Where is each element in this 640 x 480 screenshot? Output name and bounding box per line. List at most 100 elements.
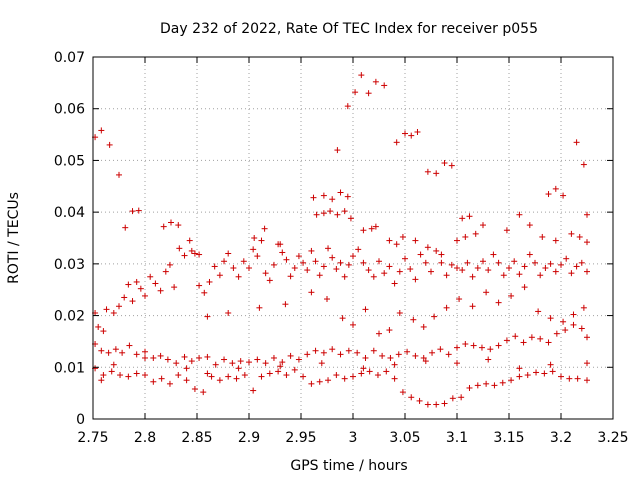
data-point xyxy=(283,372,290,379)
data-point xyxy=(408,132,415,139)
data-point xyxy=(533,369,540,376)
data-point xyxy=(327,208,334,215)
data-point xyxy=(258,237,265,244)
data-point xyxy=(103,306,110,313)
data-point xyxy=(576,233,583,240)
data-point xyxy=(308,289,315,296)
data-point xyxy=(339,315,346,322)
data-point xyxy=(347,215,354,222)
data-point xyxy=(173,360,180,367)
data-point xyxy=(386,263,393,270)
grid xyxy=(93,57,613,419)
y-tick-label: 0.02 xyxy=(54,309,85,325)
data-point xyxy=(181,353,188,360)
data-point xyxy=(216,377,223,384)
data-point xyxy=(383,368,390,375)
data-point xyxy=(345,347,352,354)
data-point xyxy=(320,210,327,217)
data-point xyxy=(365,267,372,274)
data-point xyxy=(188,247,195,254)
data-point xyxy=(560,192,567,199)
data-point xyxy=(547,315,554,322)
data-point xyxy=(229,360,236,367)
data-point xyxy=(254,356,261,363)
data-point xyxy=(433,247,440,254)
data-point xyxy=(532,259,538,266)
data-point xyxy=(580,304,587,311)
data-point xyxy=(300,373,307,380)
data-point xyxy=(261,225,268,232)
data-point xyxy=(350,253,356,260)
data-point xyxy=(230,264,237,271)
data-point xyxy=(420,323,427,330)
data-point xyxy=(341,273,348,280)
data-point xyxy=(266,277,273,284)
data-point xyxy=(287,273,294,280)
data-point xyxy=(275,368,282,375)
data-point xyxy=(310,194,317,201)
data-point xyxy=(320,263,327,270)
data-point xyxy=(121,294,128,301)
data-point xyxy=(142,348,148,355)
data-point xyxy=(503,227,510,234)
y-axis-title: ROTI / TECUs xyxy=(6,192,22,284)
data-point xyxy=(344,193,351,200)
data-point xyxy=(324,296,330,303)
data-point xyxy=(254,253,261,260)
data-point xyxy=(412,276,419,283)
data-point xyxy=(206,278,213,285)
x-tick-label: 3.1 xyxy=(446,430,468,446)
data-point xyxy=(470,342,477,349)
data-point xyxy=(424,168,431,175)
data-point xyxy=(291,366,298,373)
data-point xyxy=(216,272,223,279)
x-tick-label: 3.2 xyxy=(550,430,572,446)
data-point xyxy=(483,380,490,387)
data-point xyxy=(110,361,117,368)
data-point xyxy=(512,333,519,340)
data-point xyxy=(386,327,393,334)
data-point xyxy=(396,268,403,275)
data-point xyxy=(412,237,419,244)
data-point xyxy=(147,273,154,280)
data-point xyxy=(191,250,198,257)
data-point xyxy=(166,261,173,268)
data-point xyxy=(438,259,445,266)
data-point xyxy=(568,270,575,277)
data-point xyxy=(454,344,460,351)
x-tick-label: 2.9 xyxy=(238,430,260,446)
data-point xyxy=(225,309,232,316)
data-point xyxy=(474,264,481,271)
data-point xyxy=(429,349,436,356)
data-point xyxy=(325,245,332,252)
data-point xyxy=(526,222,533,229)
data-point xyxy=(511,258,518,265)
data-point xyxy=(433,401,440,408)
data-point xyxy=(282,301,289,308)
data-point xyxy=(563,255,570,262)
data-point xyxy=(458,394,465,401)
data-point xyxy=(391,375,398,382)
data-point xyxy=(277,363,284,370)
y-tick-label: 0.04 xyxy=(54,205,85,221)
data-point xyxy=(464,259,471,266)
scatter-points xyxy=(92,72,590,408)
data-point xyxy=(480,258,486,265)
data-point xyxy=(366,368,373,375)
data-point xyxy=(295,356,302,363)
data-point xyxy=(376,330,382,337)
data-point xyxy=(129,208,136,215)
data-point xyxy=(304,351,311,358)
data-point xyxy=(485,267,492,274)
data-point xyxy=(584,360,590,367)
data-point xyxy=(485,356,492,363)
data-point xyxy=(117,372,124,379)
data-point xyxy=(506,264,512,271)
data-point xyxy=(387,354,394,361)
data-point xyxy=(241,372,248,379)
data-point xyxy=(441,160,448,167)
data-point xyxy=(508,377,515,384)
data-point xyxy=(204,313,211,320)
data-point xyxy=(196,354,203,361)
data-point xyxy=(119,349,126,356)
